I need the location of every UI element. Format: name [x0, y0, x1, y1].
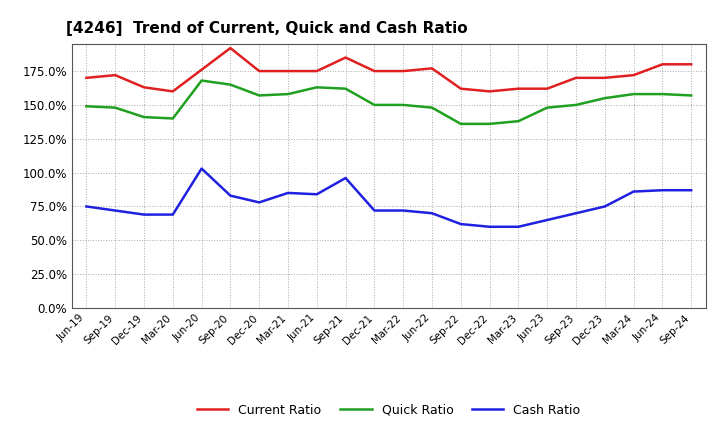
Cash Ratio: [658, 187, 667, 193]
Quick Ratio: [572, 102, 580, 107]
Quick Ratio: [456, 121, 465, 127]
Current Ratio: [111, 73, 120, 78]
Quick Ratio: [600, 95, 609, 101]
Current Ratio: [687, 62, 696, 67]
Current Ratio: [629, 73, 638, 78]
Quick Ratio: [687, 93, 696, 98]
Current Ratio: [284, 69, 292, 74]
Quick Ratio: [312, 84, 321, 90]
Cash Ratio: [485, 224, 494, 229]
Line: Current Ratio: Current Ratio: [86, 48, 691, 92]
Cash Ratio: [687, 187, 696, 193]
Cash Ratio: [312, 192, 321, 197]
Legend: Current Ratio, Quick Ratio, Cash Ratio: Current Ratio, Quick Ratio, Cash Ratio: [192, 399, 585, 422]
Cash Ratio: [197, 166, 206, 171]
Current Ratio: [543, 86, 552, 92]
Quick Ratio: [284, 92, 292, 97]
Current Ratio: [140, 84, 148, 90]
Quick Ratio: [255, 93, 264, 98]
Text: [4246]  Trend of Current, Quick and Cash Ratio: [4246] Trend of Current, Quick and Cash …: [66, 21, 467, 36]
Quick Ratio: [226, 82, 235, 87]
Current Ratio: [399, 69, 408, 74]
Current Ratio: [82, 75, 91, 81]
Current Ratio: [658, 62, 667, 67]
Quick Ratio: [514, 118, 523, 124]
Current Ratio: [600, 75, 609, 81]
Cash Ratio: [428, 211, 436, 216]
Current Ratio: [428, 66, 436, 71]
Quick Ratio: [629, 92, 638, 97]
Quick Ratio: [370, 102, 379, 107]
Current Ratio: [456, 86, 465, 92]
Quick Ratio: [82, 104, 91, 109]
Cash Ratio: [456, 221, 465, 227]
Current Ratio: [197, 67, 206, 72]
Line: Quick Ratio: Quick Ratio: [86, 81, 691, 124]
Cash Ratio: [284, 190, 292, 195]
Cash Ratio: [168, 212, 177, 217]
Current Ratio: [168, 89, 177, 94]
Current Ratio: [341, 55, 350, 60]
Quick Ratio: [140, 114, 148, 120]
Cash Ratio: [600, 204, 609, 209]
Cash Ratio: [255, 200, 264, 205]
Cash Ratio: [514, 224, 523, 229]
Cash Ratio: [140, 212, 148, 217]
Quick Ratio: [543, 105, 552, 110]
Cash Ratio: [543, 217, 552, 223]
Current Ratio: [312, 69, 321, 74]
Current Ratio: [485, 89, 494, 94]
Cash Ratio: [341, 176, 350, 181]
Quick Ratio: [658, 92, 667, 97]
Quick Ratio: [197, 78, 206, 83]
Line: Cash Ratio: Cash Ratio: [86, 169, 691, 227]
Quick Ratio: [111, 105, 120, 110]
Cash Ratio: [82, 204, 91, 209]
Quick Ratio: [428, 105, 436, 110]
Cash Ratio: [226, 193, 235, 198]
Current Ratio: [514, 86, 523, 92]
Quick Ratio: [399, 102, 408, 107]
Current Ratio: [255, 69, 264, 74]
Cash Ratio: [370, 208, 379, 213]
Quick Ratio: [341, 86, 350, 92]
Current Ratio: [370, 69, 379, 74]
Quick Ratio: [168, 116, 177, 121]
Cash Ratio: [399, 208, 408, 213]
Cash Ratio: [111, 208, 120, 213]
Quick Ratio: [485, 121, 494, 127]
Cash Ratio: [629, 189, 638, 194]
Cash Ratio: [572, 211, 580, 216]
Current Ratio: [226, 45, 235, 51]
Current Ratio: [572, 75, 580, 81]
